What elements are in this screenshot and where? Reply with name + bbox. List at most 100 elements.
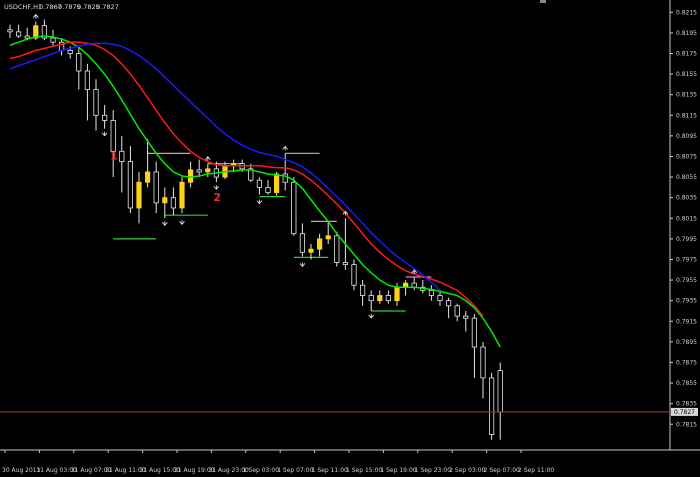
candle-body [41,25,48,39]
y-tick-label: 0.8015 [676,215,697,222]
fractal-down-marker [101,131,108,137]
candle-body [308,248,314,253]
fractal-down-marker [256,199,263,205]
candle-body [437,295,443,302]
x-tick-label: 31 Aug 19:00 [174,467,215,474]
candle-body [15,31,22,37]
candle-body [127,161,133,209]
candle-body [377,295,383,302]
ohlc-high: 0.7875 [58,3,81,11]
y-tick-label: 0.8155 [676,71,697,78]
candle-body [76,53,82,72]
y-tick-label: 0.8175 [676,50,697,57]
candle-body [187,169,194,183]
candle-body [205,168,211,173]
candle-body [93,89,99,116]
candle-body [488,377,495,435]
fractal-up-marker [342,210,349,216]
fractal-up-marker [32,13,39,19]
candles [7,19,503,440]
y-tick-label: 0.8055 [676,174,697,181]
x-tick-label: 31 Aug 03:00 [36,467,77,474]
candle-body [179,181,185,209]
candle-body [7,29,13,33]
candle-body [471,317,478,348]
y-tick-label: 0.7815 [676,421,697,428]
x-tick-label: 30 Aug 2011 [2,467,41,474]
candle-body [84,70,90,90]
candle-body [67,50,73,54]
ohlc-header: 0.7867 0.7875 0.7825 0.7827 [39,3,119,11]
y-tick-label: 0.8115 [676,112,697,119]
x-tick-label: 2 Sep 07:00 [484,467,520,474]
candle-body [170,197,176,209]
y-tick-label: 0.7935 [676,298,697,305]
candle-body [265,186,271,193]
candle-body [248,168,254,181]
y-tick-label: 0.7855 [676,380,697,387]
annotations: 12 [110,150,221,204]
x-tick-label: 2 Sep 03:00 [449,467,485,474]
candle-body [291,181,297,235]
candle-body [24,35,30,39]
y-tick-label: 0.8195 [676,30,697,37]
candle-body [162,197,168,204]
fractal-up-marker [282,145,289,151]
chart-title: USDCHF,H1 [4,3,42,11]
candle-body [153,171,159,204]
y-tick-label: 0.7875 [676,359,697,366]
ohlc-open: 0.7867 [39,3,62,11]
candle-body [351,264,357,286]
candle-body [282,173,288,183]
fractal-up-marker [411,269,418,274]
candle-body [299,233,306,253]
y-tick-label: 0.7995 [676,236,697,243]
fractals [32,13,418,319]
y-tick-label: 0.8135 [676,92,697,99]
candle-body [273,173,280,193]
x-tick-label: 1 Sep 03:00 [243,467,279,474]
candle-body [480,346,486,379]
candle-body [136,181,142,209]
x-tick-label: 1 Sep 19:00 [380,467,416,474]
candle-body [316,238,323,250]
candle-body [359,284,366,296]
axes [0,0,700,451]
candle-body [256,179,263,188]
annotation-label: 1 [110,150,118,163]
candle-body [445,300,452,307]
y-tick-label: 0.7955 [676,277,697,284]
candle-body [454,305,460,317]
fractal-down-marker [161,221,168,226]
x-tick-label: 31 Aug 07:00 [71,467,112,474]
candle-body [428,289,435,296]
moving-averages [9,35,501,348]
x-tick-label: 1 Sep 23:00 [415,467,451,474]
y-tick-label: 0.8035 [676,195,697,202]
ohlc-close: 0.7827 [96,3,119,11]
y-tick-label: 0.7895 [676,339,697,346]
annotation-label: 2 [213,191,221,204]
candle-body [110,120,116,152]
candle-body [497,370,503,413]
candle-body [144,171,151,183]
candle-body [334,235,340,263]
candle-body [33,25,39,39]
candle-body [463,315,469,319]
candle-body [368,295,374,302]
current-price-label: 0.7827 [674,409,695,416]
fractal-down-marker [299,262,306,268]
candle-body [50,37,56,43]
candle-body [102,114,108,121]
ma-line-1 [9,35,501,348]
fractal-down-marker [179,220,185,225]
y-tick-label: 0.7835 [676,401,697,408]
candle-body [325,235,331,240]
x-tick-label: 31 Aug 11:00 [105,467,146,474]
x-tick-label: 1 Sep 07:00 [277,467,313,474]
x-tick-label: 31 Aug 23:00 [208,467,249,474]
current-price: 0.7827 [0,407,698,416]
